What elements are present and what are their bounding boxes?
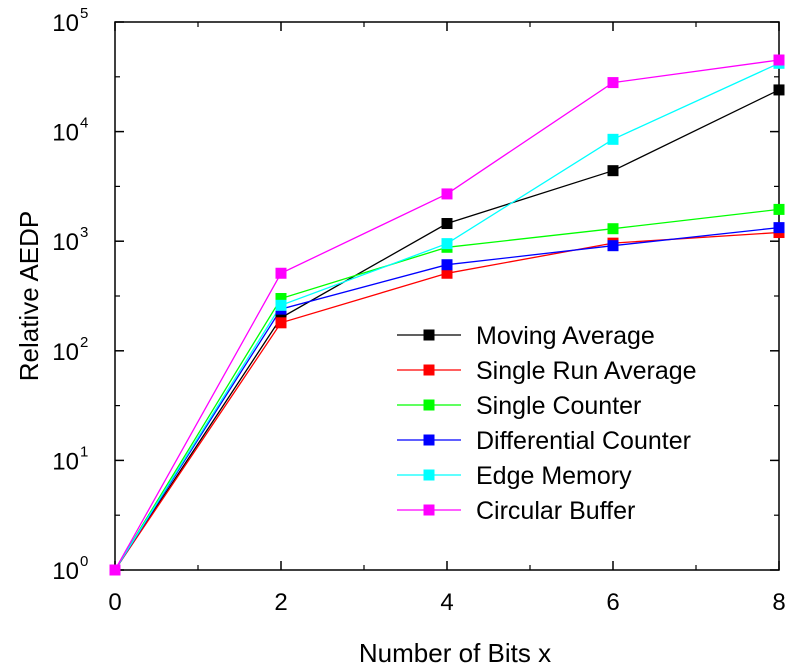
data-point-differential-counter	[441, 259, 453, 271]
legend-label: Differential Counter	[476, 427, 691, 455]
y-tick-label: 10	[52, 10, 79, 37]
legend-label: Single Counter	[476, 392, 641, 420]
x-tick-label: 8	[772, 589, 785, 616]
y-tick-exponent: 3	[80, 224, 88, 241]
data-point-circular-buffer	[275, 267, 287, 279]
data-point-circular-buffer	[607, 77, 619, 89]
x-tick-label: 4	[440, 589, 453, 616]
data-point-moving-average	[773, 84, 785, 96]
y-tick-label: 10	[52, 339, 79, 366]
data-point-single-counter	[607, 223, 619, 235]
y-tick-exponent: 0	[80, 553, 88, 570]
legend: Moving Average Single Run Average Single C…	[397, 322, 697, 525]
data-point-edge-memory	[275, 299, 287, 311]
data-point-circular-buffer	[441, 188, 453, 200]
series-line-edge-memory	[114, 62, 780, 571]
legend-marker	[423, 399, 435, 411]
series-line-moving-average	[114, 89, 780, 571]
legend-label: Single Run Average	[476, 357, 697, 385]
x-tick-label: 0	[108, 589, 121, 616]
data-point-single-counter	[275, 293, 287, 305]
series-line-differential-counter	[114, 226, 780, 571]
data-point-moving-average	[441, 218, 453, 230]
y-tick-exponent: 5	[80, 5, 88, 22]
y-tick-label: 10	[52, 229, 79, 256]
y-tick-exponent: 2	[80, 334, 88, 351]
data-point-differential-counter	[607, 240, 619, 252]
y-tick-label: 10	[52, 558, 79, 585]
data-point-circular-buffer	[109, 564, 121, 576]
plot-frame	[114, 21, 780, 571]
data-point-circular-buffer	[773, 54, 785, 66]
data-point-single-run-average	[275, 317, 287, 329]
data-point-differential-counter	[773, 222, 785, 234]
y-tick-label: 10	[52, 120, 79, 147]
series-line-single-run-average	[114, 231, 780, 571]
legend-label: Edge Memory	[476, 462, 632, 490]
legend-label: Moving Average	[476, 322, 655, 350]
x-tick-label: 2	[274, 589, 287, 616]
y-tick-label: 10	[52, 448, 79, 475]
data-point-single-counter	[773, 203, 785, 215]
legend-label: Circular Buffer	[476, 497, 635, 525]
legend-marker	[423, 469, 435, 481]
data-point-edge-memory	[607, 133, 619, 145]
legend-marker	[423, 364, 435, 376]
x-axis-ticks: 0 2 4 6 8	[108, 22, 786, 616]
legend-marker	[423, 504, 435, 516]
x-tick-label: 6	[606, 589, 619, 616]
x-axis-title: Number of Bits x	[359, 638, 551, 668]
series-layer	[109, 54, 785, 576]
y-tick-exponent: 4	[80, 115, 88, 132]
legend-marker	[423, 434, 435, 446]
y-axis-title: Relative AEDP	[14, 211, 44, 382]
data-point-single-run-average	[441, 267, 453, 279]
legend-marker	[423, 329, 435, 341]
series-line-circular-buffer	[114, 59, 780, 571]
y-tick-exponent: 1	[80, 443, 88, 460]
data-point-moving-average	[607, 165, 619, 177]
data-point-edge-memory	[441, 238, 453, 250]
